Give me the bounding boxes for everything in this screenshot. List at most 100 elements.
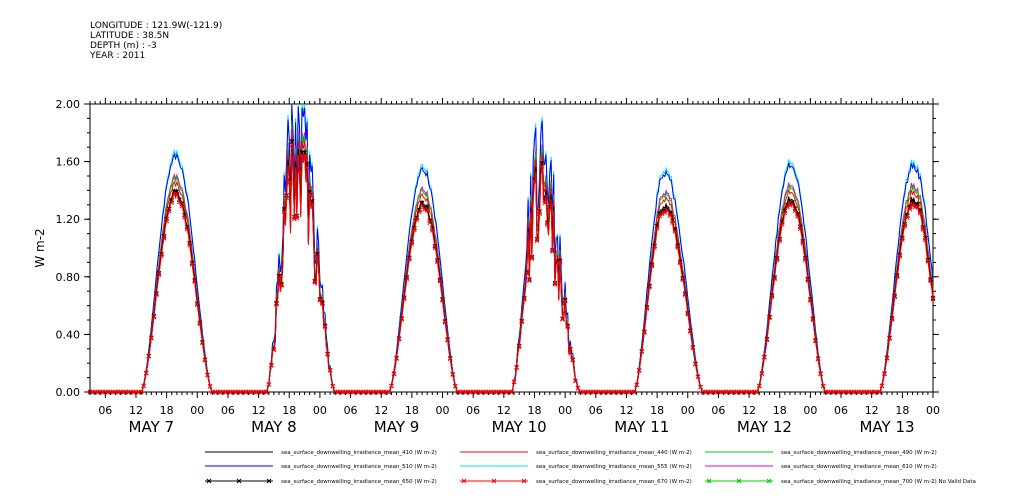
series-marker	[534, 238, 540, 244]
longitude-label: LONGITUDE : 121.9W(-121.9)	[90, 21, 223, 31]
series-marker	[161, 235, 167, 241]
series-marker	[437, 278, 443, 284]
series-marker	[519, 319, 525, 325]
x-tick-label: 18	[650, 404, 664, 417]
series-marker	[639, 349, 645, 355]
series-marker	[907, 206, 913, 212]
series-marker	[887, 336, 892, 341]
x-tick-label: 06	[466, 404, 480, 417]
legend-marker	[236, 478, 242, 484]
series-marker	[877, 389, 882, 395]
series-marker	[532, 179, 537, 185]
series-marker	[442, 319, 448, 325]
series-marker	[424, 207, 430, 212]
x-tick-label: 00	[190, 404, 204, 417]
x-tick-label: 18	[895, 404, 909, 417]
x-day-label: MAY 8	[251, 418, 297, 436]
x-tick-label: 18	[527, 404, 541, 417]
series-marker	[281, 209, 287, 214]
series-marker	[930, 296, 936, 302]
series-marker	[294, 215, 300, 221]
legend: sea_surface_downwelling_irradiance_mean_…	[205, 450, 976, 485]
series-marker	[652, 245, 657, 250]
legend-marker	[206, 478, 212, 484]
series-marker	[276, 273, 282, 279]
x-tick-label: 00	[313, 404, 327, 417]
series-marker	[764, 337, 770, 343]
series-marker	[664, 208, 670, 214]
series-marker	[754, 389, 760, 395]
series-marker	[820, 383, 826, 389]
series-marker	[894, 274, 900, 280]
series-marker	[419, 202, 425, 208]
series-marker	[560, 317, 565, 322]
series-marker	[767, 315, 772, 321]
series-marker	[447, 356, 453, 362]
series-marker	[818, 371, 823, 377]
series-marker	[445, 337, 450, 343]
legend-marker	[706, 478, 712, 484]
series-marker	[928, 278, 933, 284]
series-marker	[417, 209, 422, 215]
series-marker	[154, 292, 159, 298]
series-marker	[636, 368, 642, 373]
series-marker	[682, 292, 688, 298]
series-line-8	[90, 144, 934, 393]
series-marker	[409, 241, 415, 246]
legend-label: sea_surface_downwelling_irradiance_mean_…	[281, 450, 437, 456]
series-marker	[320, 301, 325, 307]
depth-label: DEPTH (m) : -3	[90, 41, 157, 51]
series-marker	[562, 297, 568, 303]
series-marker	[141, 383, 146, 389]
series-marker	[187, 242, 192, 248]
legend-marker	[766, 478, 772, 484]
series-marker	[542, 200, 548, 206]
series-marker	[917, 210, 923, 216]
series-marker	[672, 229, 678, 234]
series-marker	[386, 389, 392, 395]
series-marker	[769, 294, 775, 299]
x-tick-label: 12	[865, 404, 879, 417]
series-marker	[797, 226, 803, 232]
x-day-label: MAY 7	[129, 418, 175, 436]
series-marker	[634, 382, 640, 388]
series-marker	[151, 314, 157, 320]
series-marker	[565, 324, 571, 330]
x-tick-label: 18	[773, 404, 787, 417]
series-marker	[537, 211, 542, 216]
series-marker	[279, 283, 284, 288]
series-marker	[205, 372, 210, 378]
series-marker	[772, 276, 777, 282]
series-marker	[667, 213, 673, 218]
series-marker	[146, 354, 152, 359]
series-marker	[677, 260, 683, 266]
latitude-label: LATITUDE : 38.5N	[90, 31, 170, 41]
series-marker	[892, 294, 898, 300]
series-marker	[547, 206, 553, 212]
series-marker	[315, 251, 320, 257]
series-marker	[550, 249, 555, 254]
series-marker	[815, 356, 821, 362]
series-marker	[202, 357, 208, 363]
series-marker	[164, 218, 169, 224]
series-marker	[452, 383, 458, 389]
series-marker	[406, 257, 412, 262]
y-tick-label: 1.20	[56, 213, 81, 226]
series-marker	[756, 383, 762, 389]
series-marker	[687, 329, 693, 334]
series-marker	[813, 338, 818, 344]
x-tick-label: 06	[221, 404, 235, 417]
x-tick-label: 12	[497, 404, 511, 417]
x-tick-label: 00	[558, 404, 572, 417]
x-tick-label: 12	[619, 404, 633, 417]
series-marker	[680, 277, 686, 283]
series-marker	[659, 211, 665, 217]
y-tick-label: 0.80	[56, 271, 81, 284]
series-marker	[762, 355, 767, 360]
x-day-label: MAY 10	[492, 418, 547, 436]
x-tick-label: 00	[681, 404, 695, 417]
series-marker	[777, 238, 783, 244]
legend-label: sea_surface_downwelling_irradiance_mean_…	[781, 464, 937, 470]
series-marker	[800, 240, 806, 246]
series-marker	[654, 225, 660, 231]
